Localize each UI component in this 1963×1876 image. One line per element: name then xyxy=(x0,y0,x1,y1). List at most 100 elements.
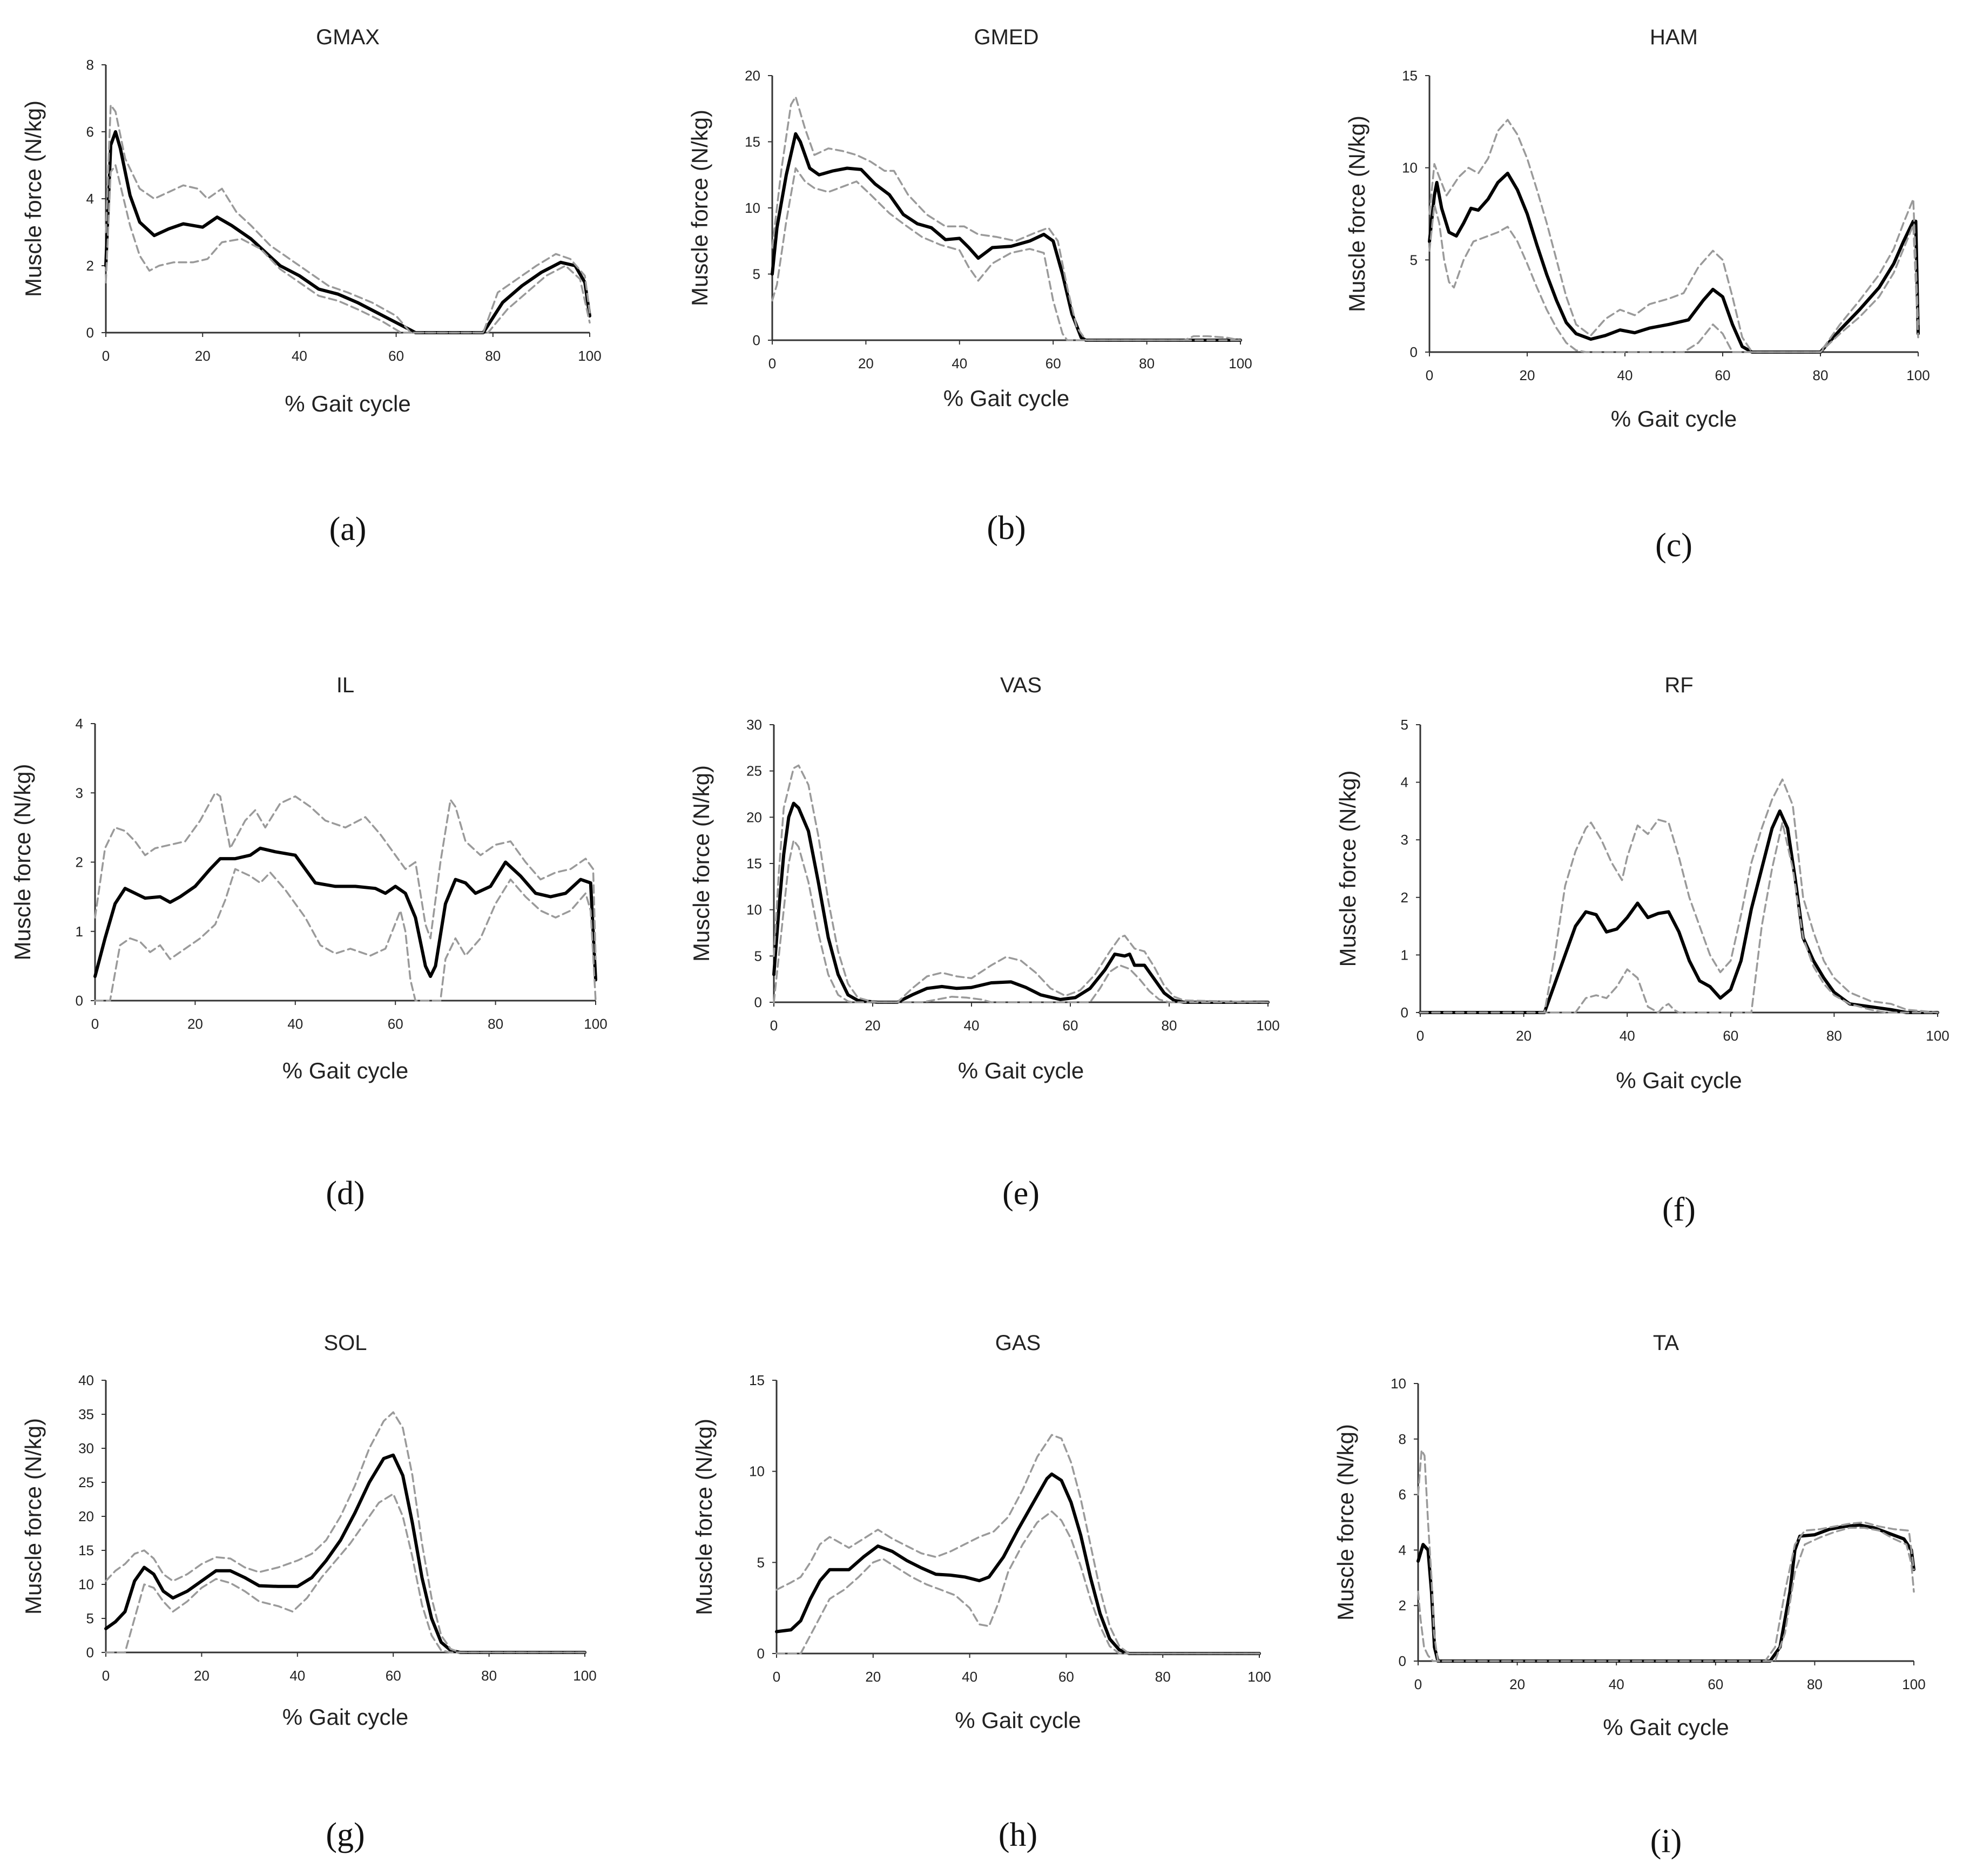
x-axis-label: % Gait cycle xyxy=(1611,406,1737,431)
chart-panel-vas: 0 5 10 15 20 25 30 0 20 40 60 80 100 VAS % Gait cycle M… xyxy=(689,673,1280,1212)
x-tick-label: 100 xyxy=(1902,1676,1925,1692)
x-axis-label: % Gait cycle xyxy=(943,386,1069,411)
y-tick-label: 2 xyxy=(86,258,94,274)
y-tick-label: 5 xyxy=(753,266,760,282)
x-axis-label: % Gait cycle xyxy=(1616,1068,1742,1093)
x-tick-label: 20 xyxy=(858,355,874,372)
series-line-mean xyxy=(1419,809,1939,1014)
series-line-upper-sd xyxy=(94,792,597,960)
x-axis-label: % Gait cycle xyxy=(282,1704,408,1730)
y-axis-label: Muscle force (N/kg) xyxy=(21,100,46,297)
chart-title: GMAX xyxy=(316,25,380,49)
y-tick-label: 25 xyxy=(78,1474,94,1490)
y-tick-label: 20 xyxy=(745,68,760,84)
series-line-upper-sd xyxy=(105,104,591,334)
x-tick-label: 80 xyxy=(488,1016,503,1032)
x-tick-label: 100 xyxy=(1229,355,1252,372)
y-tick-label: 40 xyxy=(78,1372,94,1388)
series-line-lower-sd xyxy=(775,1510,1260,1655)
x-tick-label: 80 xyxy=(1826,1028,1842,1044)
y-tick-label: 10 xyxy=(745,200,760,216)
x-tick-label: 40 xyxy=(964,1017,980,1034)
series-line-mean xyxy=(1428,171,1920,354)
panel-caption: (c) xyxy=(1655,527,1692,564)
y-tick-label: 3 xyxy=(76,785,83,801)
y-axis-label: Muscle force (N/kg) xyxy=(691,1419,717,1615)
panel-caption: (h) xyxy=(999,1817,1037,1853)
x-tick-label: 40 xyxy=(289,1668,305,1684)
y-tick-label: 5 xyxy=(1401,717,1408,733)
chart-title: HAM xyxy=(1650,25,1698,49)
chart-title: GMED xyxy=(974,25,1039,49)
chart-title: RF xyxy=(1664,673,1693,697)
y-tick-label: 4 xyxy=(76,716,83,732)
y-tick-label: 30 xyxy=(746,717,762,733)
chart-title: SOL xyxy=(323,1331,367,1355)
x-tick-label: 40 xyxy=(287,1016,303,1032)
y-tick-label: 15 xyxy=(746,855,762,872)
x-tick-label: 80 xyxy=(1813,367,1829,383)
x-tick-label: 80 xyxy=(1139,355,1155,372)
y-axis-label: Muscle force (N/kg) xyxy=(1335,770,1360,967)
y-tick-label: 0 xyxy=(1410,344,1418,360)
y-tick-label: 2 xyxy=(1399,1597,1406,1614)
series-line-mean xyxy=(772,801,1270,1004)
chart-title: IL xyxy=(336,673,354,697)
y-tick-label: 0 xyxy=(76,993,83,1009)
x-tick-label: 40 xyxy=(292,348,307,364)
x-tick-label: 100 xyxy=(573,1668,596,1684)
y-tick-label: 15 xyxy=(749,1372,765,1388)
y-axis-label: Muscle force (N/kg) xyxy=(689,765,714,962)
chart-title: TA xyxy=(1653,1331,1679,1355)
y-tick-label: 0 xyxy=(1401,1004,1408,1021)
y-tick-label: 10 xyxy=(1391,1375,1406,1392)
x-tick-label: 0 xyxy=(1414,1676,1422,1692)
series-line-lower-sd xyxy=(94,868,597,1002)
x-tick-label: 80 xyxy=(485,348,501,364)
y-axis-label: Muscle force (N/kg) xyxy=(1344,116,1370,312)
y-tick-label: 2 xyxy=(1401,889,1408,906)
y-tick-label: 4 xyxy=(86,191,94,207)
y-tick-label: 15 xyxy=(745,134,760,150)
x-tick-label: 100 xyxy=(1906,367,1930,383)
y-tick-label: 25 xyxy=(746,763,762,779)
y-tick-label: 0 xyxy=(1399,1653,1406,1669)
y-tick-label: 3 xyxy=(1401,832,1408,848)
y-tick-label: 10 xyxy=(78,1576,94,1592)
x-tick-label: 0 xyxy=(1416,1028,1424,1044)
x-tick-label: 100 xyxy=(1256,1017,1279,1034)
chart-panel-ham: 0 5 10 15 0 20 40 60 80 100 HAM % Gait cycle Muscle … xyxy=(1344,25,1930,564)
x-tick-label: 60 xyxy=(1708,1676,1723,1692)
x-tick-label: 20 xyxy=(865,1017,881,1034)
y-tick-label: 0 xyxy=(86,325,94,341)
y-tick-label: 15 xyxy=(78,1542,94,1558)
y-axis-label: Muscle force (N/kg) xyxy=(1333,1424,1358,1621)
series-line-mean xyxy=(104,130,591,334)
series-line-upper-sd xyxy=(105,1411,586,1654)
series-line-lower-sd xyxy=(105,164,591,334)
y-tick-label: 15 xyxy=(1402,68,1418,84)
x-tick-label: 0 xyxy=(768,355,776,372)
series-line-mean xyxy=(771,132,1242,342)
x-tick-label: 60 xyxy=(386,1668,401,1684)
y-tick-label: 5 xyxy=(1410,252,1418,268)
x-tick-label: 20 xyxy=(187,1016,203,1032)
y-tick-label: 8 xyxy=(1399,1431,1406,1447)
x-tick-label: 40 xyxy=(1617,367,1633,383)
x-tick-label: 60 xyxy=(1058,1669,1074,1685)
panel-caption: (f) xyxy=(1662,1191,1696,1228)
series-line-mean xyxy=(775,1472,1261,1655)
series-line-upper-sd xyxy=(1417,1449,1915,1662)
y-tick-label: 2 xyxy=(76,854,83,870)
chart-panel-gmed: 0 5 10 15 20 0 20 40 60 80 100 GMED % Gait cycle Musc… xyxy=(687,25,1252,546)
x-axis-label: % Gait cycle xyxy=(1603,1715,1729,1740)
series-line-upper-sd xyxy=(1419,778,1939,1014)
series-line-upper-sd xyxy=(771,96,1242,341)
y-axis-label: Muscle force (N/kg) xyxy=(687,110,712,306)
y-tick-label: 10 xyxy=(749,1463,765,1480)
x-axis-label: % Gait cycle xyxy=(955,1708,1081,1733)
chart-panel-sol: 0 5 10 15 20 25 30 35 40 0 20 40 60 80 100 SOL % Gait cy… xyxy=(21,1331,597,1853)
x-tick-label: 80 xyxy=(481,1668,497,1684)
series-line-lower-sd xyxy=(1419,821,1939,1014)
